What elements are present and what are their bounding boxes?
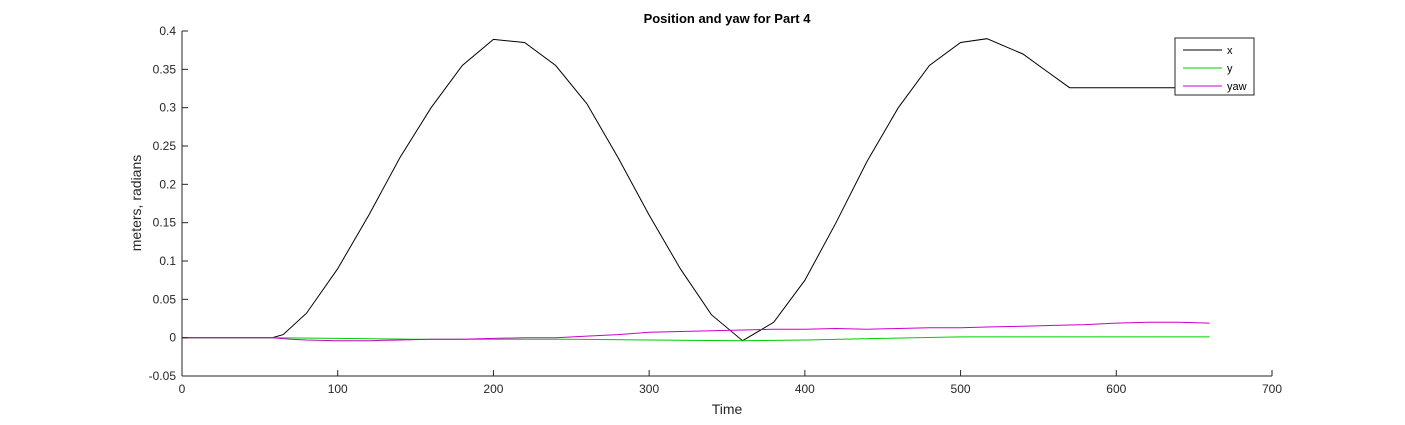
x-tick-label: 400 (795, 382, 815, 396)
series-line-yaw (182, 321, 1210, 342)
y-axis-label: meters, radians (128, 155, 144, 251)
x-tick-label: 200 (483, 382, 503, 396)
y-tick-label: 0.15 (153, 216, 177, 230)
y-tick-label: 0 (169, 331, 176, 345)
legend-label-y: y (1227, 63, 1233, 75)
y-tick-label: 0.1 (159, 254, 176, 268)
series-line-x (182, 38, 1210, 342)
y-tick-label: 0.4 (159, 24, 176, 38)
y-tick-label: 0.05 (153, 292, 177, 306)
chart-title: Position and yaw for Part 4 (644, 11, 812, 26)
axes-layer: 0 100 200 300 400 500 600 700-0.0500.050.10.150… (149, 24, 1283, 396)
x-axis-label: Time (712, 401, 743, 417)
x-tick-label: 300 (639, 382, 659, 396)
x-tick-label: 0 (179, 382, 186, 396)
y-tick-label: 0.25 (153, 139, 177, 153)
y-tick-label: 0.2 (159, 177, 176, 191)
x-tick-label: 600 (1106, 382, 1126, 396)
x-tick-label: 700 (1262, 382, 1282, 396)
series-layer (182, 38, 1210, 342)
legend: xy yaw (1174, 37, 1255, 96)
legend-items: xy yaw (1183, 45, 1247, 93)
y-tick-label: 0.35 (153, 62, 177, 76)
y-tick-label: 0.3 (159, 101, 176, 115)
y-tick-label: -0.05 (149, 369, 177, 383)
x-tick-label: 500 (951, 382, 971, 396)
legend-label-yaw: yaw (1227, 81, 1247, 93)
legend-label-x: x (1227, 45, 1233, 57)
series-line-y (182, 336, 1210, 342)
plot-area (182, 31, 1272, 376)
x-tick-label: 100 (328, 382, 348, 396)
